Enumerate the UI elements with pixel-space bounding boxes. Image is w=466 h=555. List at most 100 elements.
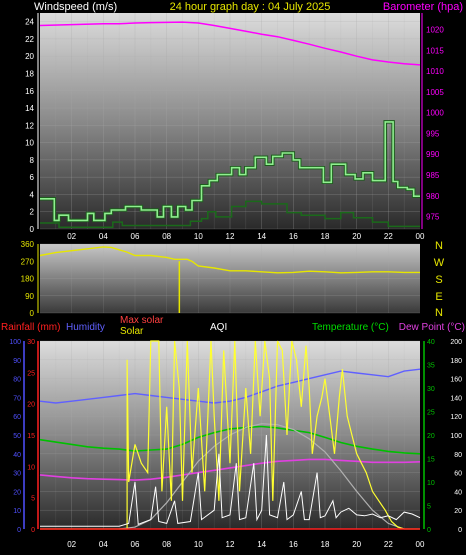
- x-tick-label: 04: [99, 540, 108, 549]
- solar-tick-label: 0: [458, 527, 462, 534]
- temperature-tick-label: 20: [427, 433, 435, 440]
- wind-average-line: [40, 200, 420, 229]
- x-tick-label: 16: [289, 540, 298, 549]
- direction-label-s: S: [435, 274, 442, 286]
- wind-tick-label: 6: [30, 173, 35, 182]
- rain-tick-label: 5: [31, 496, 35, 503]
- humidity-tick-label: 60: [13, 414, 21, 421]
- direction-tick-label: 360: [21, 240, 35, 249]
- direction-tick-label: 270: [21, 257, 35, 266]
- baro-tick-label: 980: [426, 192, 440, 201]
- solar-tick-label: 100: [450, 433, 462, 440]
- rain-tick-label: 20: [27, 402, 35, 409]
- wind-direction-line: [39, 246, 420, 274]
- direction-label-e: E: [435, 291, 442, 303]
- x-tick-label: 06: [131, 232, 140, 241]
- baro-tick-label: 975: [426, 213, 440, 222]
- rain-tick-label: 0: [31, 527, 35, 534]
- wind-tick-label: 18: [25, 69, 34, 78]
- baro-tick-label: 1010: [426, 67, 444, 76]
- rainfall-axis-title: Rainfall (mm): [1, 322, 60, 333]
- humidity-tick-label: 30: [13, 471, 21, 478]
- chart-title: 24 hour graph day : 04 July 2025: [170, 1, 331, 13]
- solar-tick-label: 120: [450, 414, 462, 421]
- temperature-tick-label: 35: [427, 363, 435, 370]
- series-layer: [39, 21, 421, 530]
- rain-tick-label: 25: [27, 370, 35, 377]
- solar-tick-label: 60: [454, 471, 462, 478]
- x-tick-label: 02: [67, 232, 76, 241]
- aqi-legend: AQI: [210, 322, 227, 333]
- x-tick-label: 20: [352, 540, 361, 549]
- x-tick-label: 14: [257, 232, 266, 241]
- wind-axis-title: Windspeed (m/s): [34, 1, 117, 13]
- x-tick-label: 06: [131, 540, 140, 549]
- x-tick-label: 00: [416, 232, 425, 241]
- temperature-axis-title: Temperature (°C): [312, 322, 389, 333]
- humidity-tick-label: 50: [13, 433, 21, 440]
- dewpoint-line: [39, 458, 421, 481]
- humidity-tick-label: 100: [9, 339, 21, 346]
- x-tick-label: 02: [67, 540, 76, 549]
- wind-tick-label: 20: [25, 52, 34, 61]
- x-tick-label: 08: [162, 540, 171, 549]
- baro-axis-title: Barometer (hpa): [383, 1, 463, 13]
- solar-legend: Solar: [120, 326, 144, 337]
- wind-tick-label: 2: [30, 208, 35, 217]
- wind-tick-label: 10: [25, 139, 34, 148]
- solar-tick-label: 180: [450, 358, 462, 365]
- direction-tick-label: 90: [25, 292, 34, 301]
- solar-tick-label: 40: [454, 489, 462, 496]
- x-tick-label: 12: [226, 232, 235, 241]
- aqi-line: [40, 434, 421, 527]
- wind-gust-line: [40, 121, 420, 222]
- x-tick-label: 08: [162, 232, 171, 241]
- humidity-tick-label: 20: [13, 489, 21, 496]
- x-tick-label: 14: [257, 540, 266, 549]
- solar-tick-label: 200: [450, 339, 462, 346]
- panel-direction-background: [40, 244, 420, 313]
- direction-label-w: W: [434, 257, 445, 269]
- x-tick-label: 18: [321, 232, 330, 241]
- wind-tick-label: 16: [25, 87, 34, 96]
- humidity-tick-label: 10: [13, 508, 21, 515]
- x-tick-label: 20: [352, 232, 361, 241]
- temperature-tick-label: 30: [427, 386, 435, 393]
- dewpoint-axis-title: Dew Point (°C): [399, 322, 465, 333]
- wind-tick-label: 22: [25, 35, 34, 44]
- x-tick-label: 16: [289, 232, 298, 241]
- solar-tick-label: 80: [454, 452, 462, 459]
- temperature-tick-label: 15: [427, 457, 435, 464]
- temperature-tick-label: 0: [427, 527, 431, 534]
- baro-tick-label: 990: [426, 150, 440, 159]
- humidity-tick-label: 80: [13, 377, 21, 384]
- maxsolar-legend: Max solar: [120, 315, 164, 326]
- solar-tick-label: 20: [454, 508, 462, 515]
- wind-tick-label: 14: [25, 104, 34, 113]
- rain-tick-label: 15: [27, 433, 35, 440]
- x-tick-label: 10: [194, 540, 203, 549]
- baro-tick-label: 985: [426, 171, 440, 180]
- baro-tick-label: 995: [426, 129, 440, 138]
- rain-tick-label: 30: [27, 339, 35, 346]
- temperature-line: [39, 425, 421, 455]
- wind-tick-label: 0: [30, 225, 35, 234]
- direction-tick-label: 180: [21, 275, 35, 284]
- x-tick-label: 00: [416, 540, 425, 549]
- solar-tick-label: 140: [450, 395, 462, 402]
- x-tick-label: 12: [226, 540, 235, 549]
- solar-line: [40, 340, 420, 530]
- x-tick-label: 10: [194, 232, 203, 241]
- baro-tick-label: 1000: [426, 109, 444, 118]
- humidity-line: [39, 368, 421, 404]
- temperature-tick-label: 5: [427, 504, 431, 511]
- direction-label-n-top: N: [435, 240, 443, 252]
- humidity-axis-title: Humidity: [66, 322, 105, 333]
- maxsolar-line: [119, 423, 405, 530]
- axes-layer: 0246810121416182022249759809859909951000…: [9, 13, 462, 549]
- wind-tick-label: 4: [30, 190, 35, 199]
- rain-tick-label: 10: [27, 464, 35, 471]
- baro-tick-label: 1005: [426, 88, 444, 97]
- humidity-tick-label: 90: [13, 358, 21, 365]
